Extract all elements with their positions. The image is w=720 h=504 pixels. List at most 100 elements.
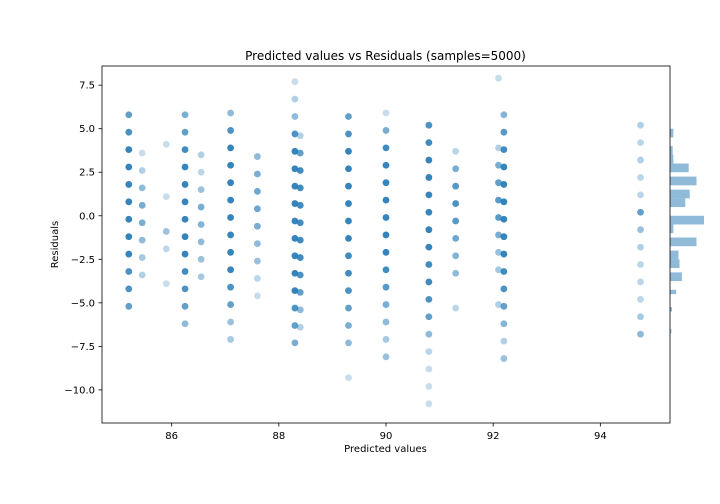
scatter-point <box>425 278 433 286</box>
scatter-point <box>500 163 508 171</box>
scatter-point <box>227 144 235 152</box>
scatter-point <box>181 181 189 188</box>
scatter-point <box>452 182 460 190</box>
scatter-point <box>227 214 235 221</box>
scatter-point <box>500 111 508 119</box>
scatter-point <box>125 111 133 119</box>
scatter-point <box>181 163 189 171</box>
y-tick-label: −5.0 <box>71 298 95 309</box>
scatter-point <box>125 233 133 241</box>
histogram-bar <box>670 307 673 312</box>
scatter-point <box>296 306 304 314</box>
scatter-point <box>637 121 644 129</box>
scatter-point <box>181 250 189 258</box>
scatter-point <box>637 226 644 234</box>
scatter-point <box>296 184 304 192</box>
scatter-point <box>500 337 508 345</box>
histogram-bar <box>670 189 690 199</box>
scatter-point <box>291 252 299 260</box>
scatter-point <box>227 109 235 117</box>
scatter-point <box>296 132 304 140</box>
scatter-point <box>425 330 433 338</box>
scatter-point <box>382 109 390 117</box>
scatter-point <box>425 348 433 355</box>
scatter-point <box>637 156 644 164</box>
scatter-point <box>382 266 390 274</box>
scatter-point <box>181 198 189 206</box>
scatter-point <box>162 140 170 148</box>
scatter-point <box>500 128 508 136</box>
scatter-point <box>495 248 502 256</box>
scatter-point <box>500 215 508 223</box>
scatter-point <box>425 383 433 390</box>
histogram-bar <box>670 250 679 260</box>
scatter-point <box>382 318 390 326</box>
scatter-point <box>495 74 502 82</box>
scatter-point <box>345 130 352 138</box>
scatter-point <box>500 198 508 206</box>
scatter-point <box>296 271 304 279</box>
scatter-point <box>227 161 235 169</box>
y-tick-label: −10.0 <box>64 385 95 396</box>
scatter-point <box>125 285 133 293</box>
scatter-point <box>345 304 352 312</box>
scatter-point <box>382 214 390 221</box>
x-tick-label: 92 <box>487 431 500 442</box>
histogram-bar <box>670 237 697 247</box>
scatter-point <box>637 174 644 181</box>
scatter-point <box>452 269 460 277</box>
scatter-point <box>637 295 644 303</box>
scatter-point <box>382 196 390 204</box>
scatter-point <box>253 153 261 160</box>
scatter-point <box>138 167 146 174</box>
scatter-point <box>495 266 502 274</box>
y-tick-label: −2.5 <box>71 255 95 266</box>
scatter-point <box>500 268 508 275</box>
scatter-point <box>296 201 304 209</box>
histogram-bar <box>670 215 704 225</box>
scatter-point <box>125 146 133 153</box>
scatter-point <box>296 167 304 174</box>
scatter-point <box>227 301 235 308</box>
y-tick-label: −7.5 <box>71 342 95 353</box>
scatter-point <box>181 302 189 310</box>
scatter-point <box>345 287 352 295</box>
scatter-point <box>500 320 508 328</box>
scatter-point <box>345 182 352 190</box>
scatter-point <box>197 255 205 263</box>
scatter-point <box>425 313 433 321</box>
histogram-bar <box>670 272 682 282</box>
scatter-point <box>425 208 433 216</box>
scatter-point <box>495 301 502 308</box>
scatter-point <box>500 233 508 241</box>
scatter-point <box>382 336 390 343</box>
scatter-point <box>425 139 433 147</box>
scatter-point <box>227 179 235 187</box>
histogram-bar <box>670 198 686 208</box>
scatter-point <box>125 181 133 188</box>
scatter-point <box>291 339 299 347</box>
scatter-point <box>138 184 146 192</box>
scatter-point <box>197 273 205 281</box>
scatter-point <box>382 231 390 239</box>
scatter-point <box>452 252 460 260</box>
scatter-point <box>637 139 644 147</box>
scatter-point <box>227 336 235 343</box>
scatter-point <box>291 287 299 295</box>
scatter-point <box>452 200 460 207</box>
scatter-point <box>495 214 502 221</box>
scatter-point <box>296 288 304 296</box>
scatter-point <box>227 248 235 256</box>
histogram-bar <box>670 163 689 173</box>
scatter-point <box>425 174 433 181</box>
y-tick-label: 0.0 <box>79 211 95 222</box>
scatter-point <box>291 95 299 103</box>
scatter-point <box>345 339 352 347</box>
x-tick-label: 90 <box>380 431 393 442</box>
scatter-point <box>452 304 460 312</box>
scatter-point <box>382 353 390 361</box>
scatter-point <box>500 355 508 362</box>
y-tick-label: 5.0 <box>79 124 95 135</box>
scatter-point <box>425 226 433 234</box>
scatter-point <box>495 179 502 187</box>
